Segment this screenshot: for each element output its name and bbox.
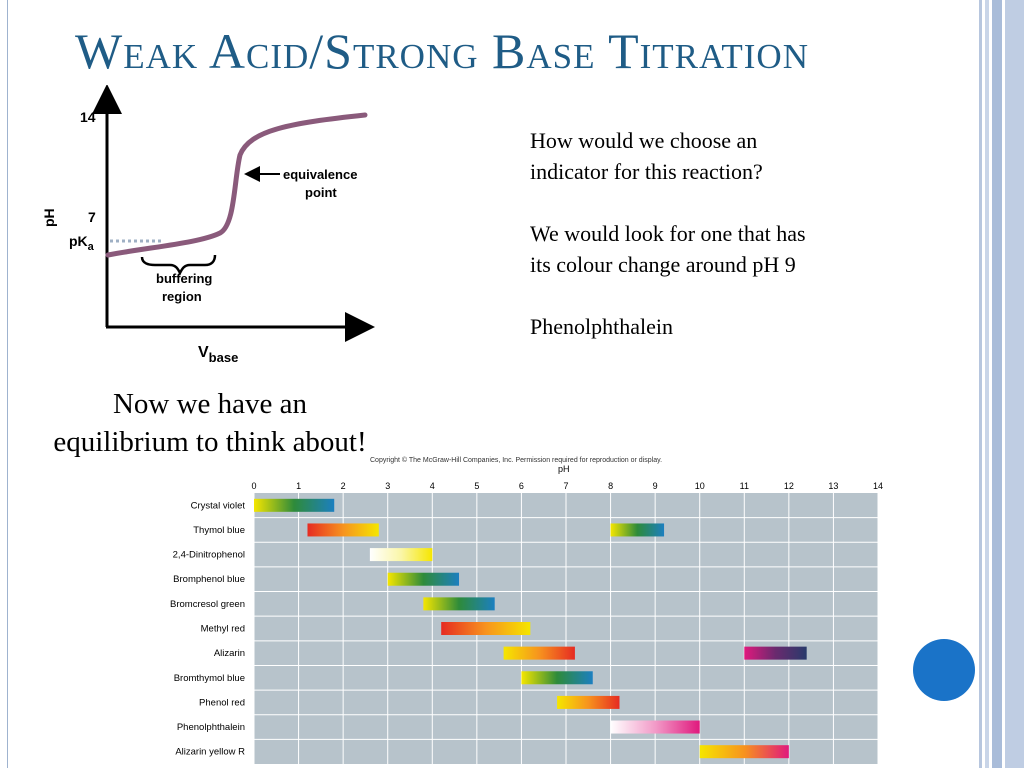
tick-label-0: 0 (251, 481, 256, 491)
x-axis-label: Vbase (198, 344, 238, 365)
indicator-label: Alizarin yellow R (175, 747, 245, 758)
indicator-label: Thymol blue (193, 525, 245, 536)
indicator-label: Phenol red (199, 697, 245, 708)
chart-rows: Crystal violet Thymol blue 2,4-Dinitrophen… (170, 498, 807, 759)
explanation-text: How would we choose an indicator for this… (530, 125, 950, 373)
answer-paragraph: We would look for one that has its colour… (530, 218, 950, 280)
question-line-1: How would we choose an (530, 128, 758, 153)
indicator-range-bar (521, 671, 593, 685)
tick-label-6: 6 (519, 481, 524, 491)
slide-border-line (7, 0, 8, 768)
indicator-label: Phenolphthalein (177, 722, 245, 733)
tick-label-14: 14 (873, 481, 883, 491)
answer-line-2: its colour change around pH 9 (530, 252, 796, 277)
indicator-label: Methyl red (201, 624, 245, 635)
indicator-label: Bromthymol blue (174, 673, 245, 684)
indicator-answer: Phenolphthalein (530, 314, 673, 339)
decorative-blue-circle (913, 639, 975, 701)
indicator-range-bar (423, 597, 495, 611)
tick-label-2: 2 (341, 481, 346, 491)
indicator-label: Crystal violet (191, 500, 246, 511)
buffer-label-2: region (162, 289, 202, 304)
indicator-label: 2,4-Dinitrophenol (173, 550, 245, 561)
indicator-range-bar (369, 548, 433, 562)
pka-label: pKa (69, 233, 95, 253)
equilibrium-line-1: Now we have an (112, 388, 308, 420)
indicator-label: Bromphenol blue (173, 574, 245, 585)
indicator-range-bar (387, 572, 460, 586)
tick-label-11: 11 (740, 481, 749, 491)
question-line-2: indicator for this reaction? (530, 159, 763, 184)
tick-label-8: 8 (608, 481, 613, 491)
tick-label-5: 5 (474, 481, 479, 491)
indicator-range-bar (610, 720, 700, 734)
y-tick-14: 14 (80, 109, 96, 125)
slide-title: Weak Acid/Strong Base Titration (75, 23, 809, 79)
indicator-label: Bromcresol green (170, 599, 245, 610)
tick-label-12: 12 (784, 481, 794, 491)
titration-curve-line (105, 112, 368, 258)
indicator-range-chart: Copyright © The McGraw-Hill Companies, I… (170, 456, 883, 764)
indicator-label: Alizarin (214, 648, 245, 659)
tick-label-1: 1 (296, 481, 301, 491)
pka-label-main: pK (69, 233, 88, 249)
equilibrium-note: Now we have an equilibrium to think abou… (0, 385, 420, 461)
titration-curve-chart: 14 7 pH pKa equivalence point buffering … (41, 85, 375, 365)
answer-line-1: We would look for one that has (530, 221, 806, 246)
buffering-brace (140, 254, 217, 276)
indicator-range-bar (744, 646, 807, 660)
buffer-label-1: buffering (156, 271, 212, 286)
tick-label-3: 3 (385, 481, 390, 491)
chart-ticks: 0 1 2 3 4 5 6 7 8 9 10 11 12 13 14 (251, 481, 883, 491)
decorative-side-stripes (979, 0, 1024, 768)
tick-label-4: 4 (430, 481, 435, 491)
pka-label-sub: a (88, 241, 95, 253)
chart-copyright: Copyright © The McGraw-Hill Companies, I… (370, 456, 662, 464)
question-paragraph: How would we choose an indicator for this… (530, 125, 950, 187)
indicator-range-bar (254, 498, 335, 512)
tick-label-9: 9 (653, 481, 658, 491)
tick-label-7: 7 (563, 481, 568, 491)
y-axis-label: pH (41, 208, 57, 227)
indicator-range-bar (557, 695, 620, 709)
equilibrium-line-2: equilibrium to think about! (53, 426, 367, 458)
y-tick-7: 7 (88, 209, 96, 225)
indicator-range-bar (699, 745, 789, 759)
tick-label-10: 10 (695, 481, 705, 491)
x-axis-label-sub: base (209, 350, 239, 365)
equivalence-label-1: equivalence (283, 167, 357, 182)
chart-x-label: pH (558, 464, 570, 474)
equivalence-label-2: point (305, 185, 337, 200)
indicator-range-bar (503, 646, 575, 660)
indicator-range-bar (441, 622, 531, 635)
indicator-range-bar (610, 523, 665, 537)
tick-label-13: 13 (828, 481, 838, 491)
x-axis-label-main: V (198, 344, 209, 361)
indicator-range-bar (307, 523, 379, 537)
